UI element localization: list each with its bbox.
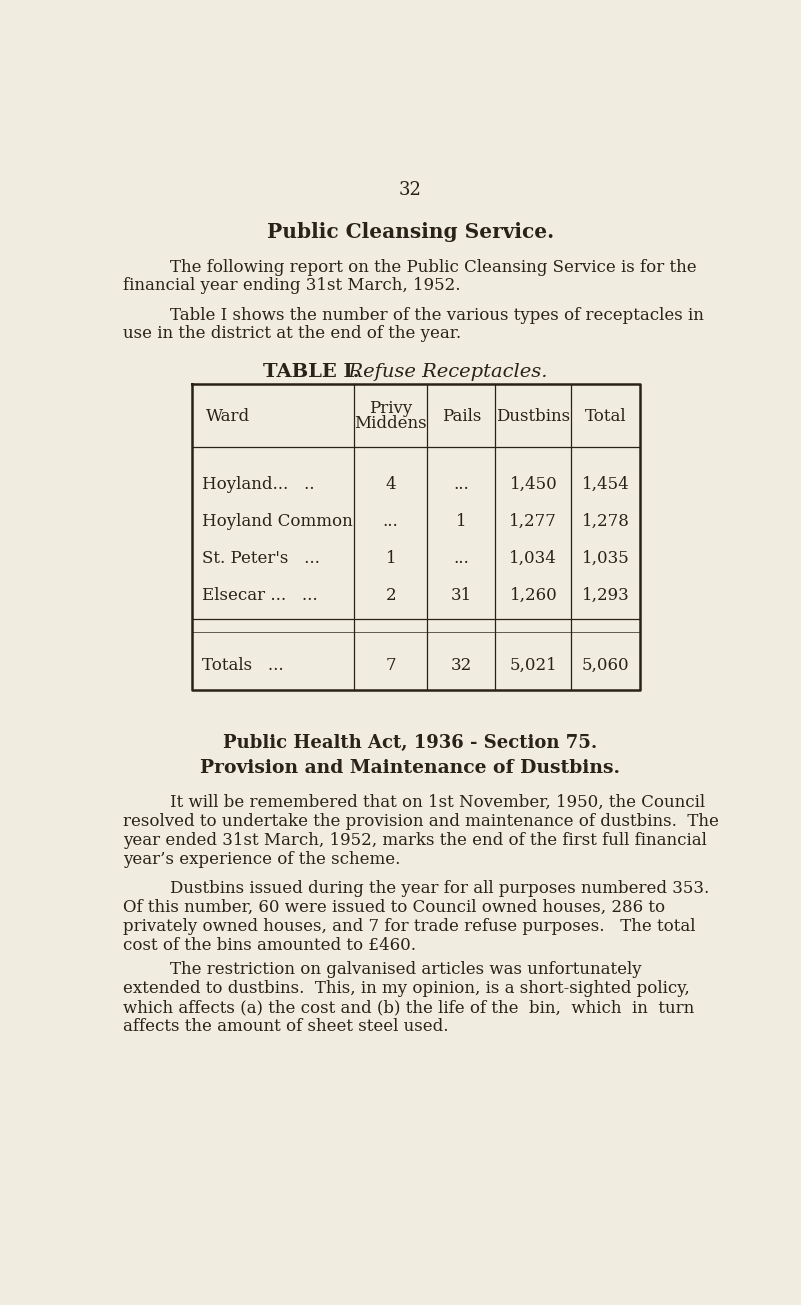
Text: Provision and Maintenance of Dustbins.: Provision and Maintenance of Dustbins. [200,758,620,776]
Text: 31: 31 [451,587,472,604]
Text: 1,454: 1,454 [582,476,630,493]
Text: cost of the bins amounted to £460.: cost of the bins amounted to £460. [123,937,417,954]
Text: 1: 1 [456,513,467,530]
Text: Ward: Ward [206,407,250,424]
Text: 5,021: 5,021 [509,658,557,675]
Text: use in the district at the end of the year.: use in the district at the end of the ye… [123,325,461,342]
Text: 1,034: 1,034 [509,551,557,568]
Text: 32: 32 [451,658,472,675]
Text: The following report on the Public Cleansing Service is for the: The following report on the Public Clean… [170,258,697,277]
Text: 5,060: 5,060 [582,658,630,675]
Text: Dustbins: Dustbins [497,407,570,424]
Text: Public Cleansing Service.: Public Cleansing Service. [267,222,553,241]
Text: 1,260: 1,260 [509,587,557,604]
Text: year’s experience of the scheme.: year’s experience of the scheme. [123,851,400,868]
Text: The restriction on galvanised articles was unfortunately: The restriction on galvanised articles w… [170,962,642,979]
Text: resolved to undertake the provision and maintenance of dustbins.  The: resolved to undertake the provision and … [123,813,719,830]
Text: 1,035: 1,035 [582,551,630,568]
Text: Hoyland Common: Hoyland Common [203,513,353,530]
Text: Totals   ...: Totals ... [203,658,284,675]
Text: 1,293: 1,293 [582,587,630,604]
Text: Public Health Act, 1936 - Section 75.: Public Health Act, 1936 - Section 75. [223,735,598,752]
Text: which affects (a) the cost and (b) the life of the  bin,  which  in  turn: which affects (a) the cost and (b) the l… [123,1000,694,1017]
Text: year ended 31st March, 1952, marks the end of the first full financial: year ended 31st March, 1952, marks the e… [123,831,707,848]
Text: It will be remembered that on 1st November, 1950, the Council: It will be remembered that on 1st Novemb… [170,795,705,812]
Text: Total: Total [585,407,626,424]
Text: Pails: Pails [441,407,481,424]
Text: privately owned houses, and 7 for trade refuse purposes.   The total: privately owned houses, and 7 for trade … [123,919,696,936]
Text: affects the amount of sheet steel used.: affects the amount of sheet steel used. [123,1018,449,1035]
Text: Table I shows the number of the various types of receptacles in: Table I shows the number of the various … [170,307,704,324]
Text: extended to dustbins.  This, in my opinion, is a short-sighted policy,: extended to dustbins. This, in my opinio… [123,980,690,997]
Text: ...: ... [383,513,399,530]
Text: Of this number, 60 were issued to Council owned houses, 286 to: Of this number, 60 were issued to Counci… [123,899,666,916]
Text: Privy: Privy [369,399,413,416]
Text: TABLE I.: TABLE I. [263,363,360,381]
Text: Hoyland...   ..: Hoyland... .. [203,476,315,493]
Text: 1,450: 1,450 [509,476,557,493]
Text: 1,277: 1,277 [509,513,557,530]
Text: financial year ending 31st March, 1952.: financial year ending 31st March, 1952. [123,278,461,295]
Text: Middens: Middens [354,415,427,432]
Text: 4: 4 [385,476,396,493]
Text: Elsecar ...   ...: Elsecar ... ... [203,587,318,604]
Text: ...: ... [453,476,469,493]
Text: 1: 1 [385,551,396,568]
Text: 2: 2 [385,587,396,604]
Text: 7: 7 [385,658,396,675]
Text: 32: 32 [399,181,421,200]
Text: ...: ... [453,551,469,568]
Text: Dustbins issued during the year for all purposes numbered 353.: Dustbins issued during the year for all … [170,881,709,898]
Text: 1,278: 1,278 [582,513,630,530]
Text: St. Peter's   ...: St. Peter's ... [203,551,320,568]
Text: Refuse Receptacles.: Refuse Receptacles. [336,363,548,381]
